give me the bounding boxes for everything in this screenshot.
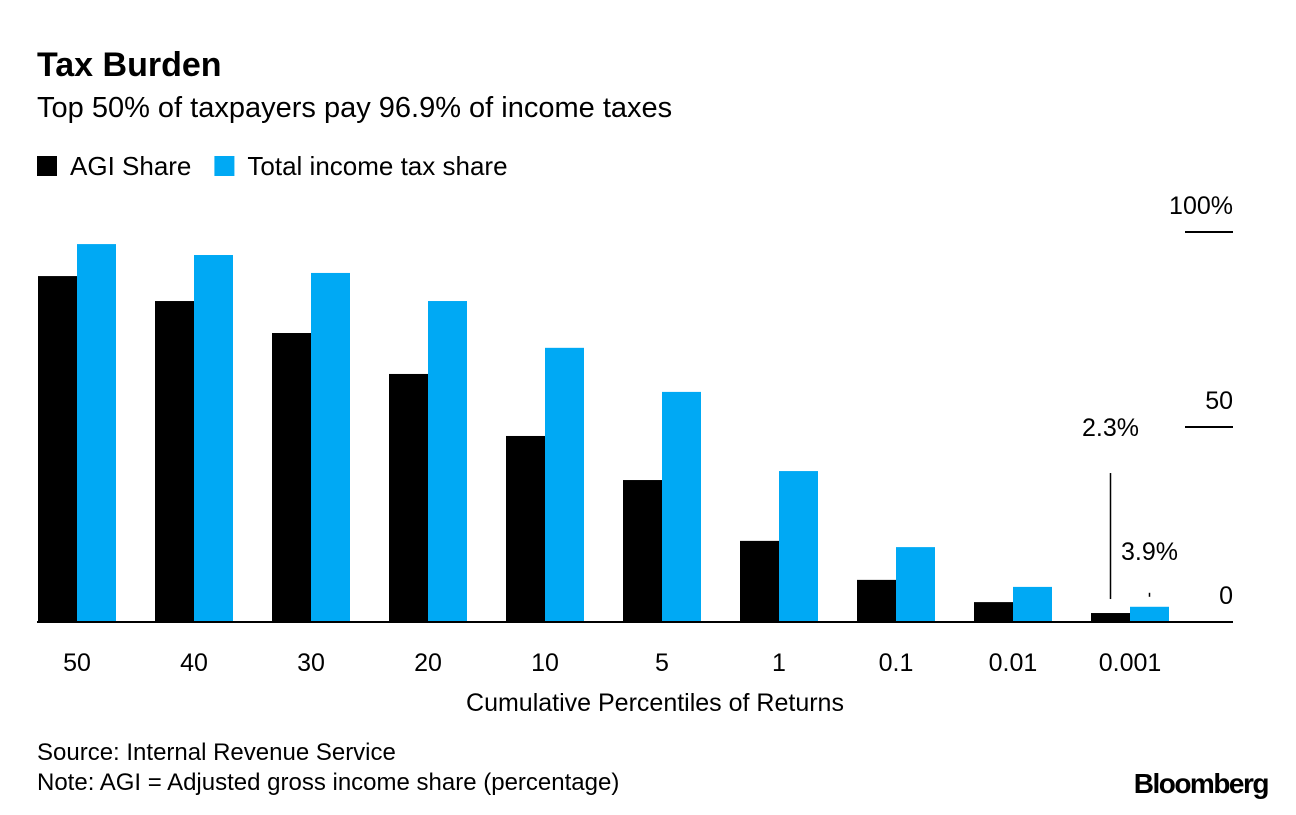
bar: [272, 333, 311, 622]
bar: [896, 547, 935, 622]
x-tick-label: 30: [297, 649, 325, 677]
bar: [155, 301, 194, 622]
bar: [857, 579, 896, 622]
value-label: 2.3%: [1082, 414, 1139, 442]
bar: [1013, 586, 1052, 622]
legend-label: AGI Share: [70, 151, 191, 181]
bar: [389, 373, 428, 622]
chart-title: Tax Burden: [37, 46, 222, 84]
x-tick-label: 0.01: [989, 649, 1038, 677]
y-tick-label: 100%: [1169, 192, 1233, 220]
x-tick-label: 20: [414, 649, 442, 677]
bar: [311, 272, 350, 622]
bar: [77, 244, 116, 622]
x-tick-label: 0.001: [1099, 649, 1162, 677]
x-tick-label: 5: [655, 649, 669, 677]
legend-label: Total income tax share: [247, 151, 507, 181]
x-tick-label: 1: [772, 649, 786, 677]
source: Source: Internal Revenue Service: [37, 739, 396, 766]
legend-swatch: [37, 156, 57, 176]
legend-swatch: [214, 156, 235, 176]
chart-subtitle: Top 50% of taxpayers pay 96.9% of income…: [37, 92, 672, 124]
x-tick-label: 40: [180, 649, 208, 677]
bar: [38, 276, 77, 622]
bar: [740, 540, 779, 622]
bar: [1091, 613, 1130, 622]
value-label: 3.9%: [1121, 538, 1178, 566]
bar: [194, 255, 233, 622]
y-tick-label: 50: [1205, 387, 1233, 415]
bar: [428, 301, 467, 622]
bar: [974, 602, 1013, 622]
x-tick-label: 50: [63, 649, 91, 677]
bar: [779, 471, 818, 622]
bar: [662, 391, 701, 622]
bar: [506, 435, 545, 622]
x-axis-label: Cumulative Percentiles of Returns: [466, 689, 844, 717]
x-tick-label: 10: [531, 649, 559, 677]
brand-logo: Bloomberg: [1134, 768, 1269, 799]
x-tick-label: 0.1: [879, 649, 914, 677]
bar: [1130, 606, 1169, 622]
note: Note: AGI = Adjusted gross income share …: [37, 769, 619, 796]
bar: [545, 347, 584, 622]
y-tick-label: 0: [1219, 582, 1233, 610]
bar: [623, 480, 662, 622]
